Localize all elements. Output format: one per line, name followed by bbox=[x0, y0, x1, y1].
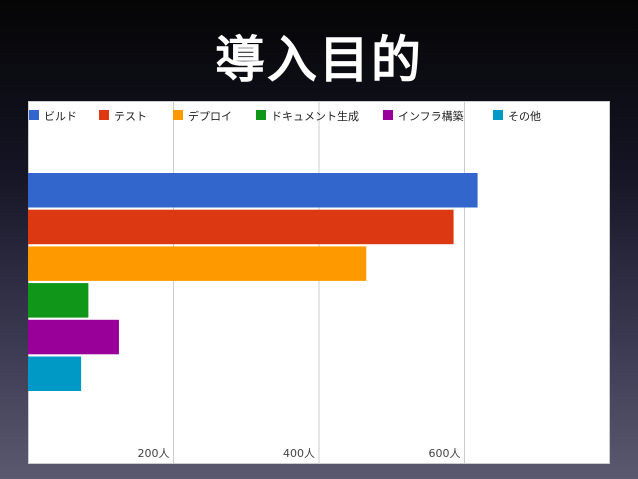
x-axis-ticks: 200人 400人 600人 bbox=[138, 447, 461, 460]
tick-label-3: 600人 bbox=[429, 447, 461, 460]
bar-3 bbox=[28, 246, 367, 281]
legend-swatch-4 bbox=[256, 110, 266, 120]
legend-swatch-3 bbox=[173, 110, 183, 120]
chart-panel: ビルド テスト デプロイ ドキュメント生成 インフラ構築 その他 200人 400人 600人 bbox=[28, 101, 610, 464]
legend-swatch-2 bbox=[99, 110, 109, 120]
bars bbox=[28, 173, 478, 391]
legend-label-2: テスト bbox=[114, 110, 147, 123]
legend-label-3: デプロイ bbox=[188, 109, 232, 123]
chart-legend: ビルド テスト デプロイ ドキュメント生成 インフラ構築 その他 bbox=[29, 109, 541, 123]
legend-label-6: その他 bbox=[508, 110, 541, 123]
legend-label-1: ビルド bbox=[44, 110, 77, 123]
legend-swatch-5 bbox=[383, 110, 393, 120]
bar-4 bbox=[28, 283, 89, 318]
bar-2 bbox=[28, 209, 454, 245]
grid-lines bbox=[173, 102, 465, 463]
legend-label-5: インフラ構築 bbox=[398, 109, 464, 123]
bar-1 bbox=[28, 173, 478, 208]
legend-label-4: ドキュメント生成 bbox=[271, 109, 359, 123]
tick-label-1: 200人 bbox=[138, 447, 170, 460]
bar-6 bbox=[28, 356, 82, 391]
bar-chart: ビルド テスト デプロイ ドキュメント生成 インフラ構築 その他 200人 400人 600人 bbox=[28, 101, 610, 464]
tick-label-2: 400人 bbox=[283, 447, 315, 460]
bar-5 bbox=[28, 319, 119, 355]
slide-title: 導入目的 bbox=[215, 31, 423, 89]
legend-swatch-1 bbox=[29, 110, 39, 120]
legend-swatch-6 bbox=[493, 110, 503, 120]
